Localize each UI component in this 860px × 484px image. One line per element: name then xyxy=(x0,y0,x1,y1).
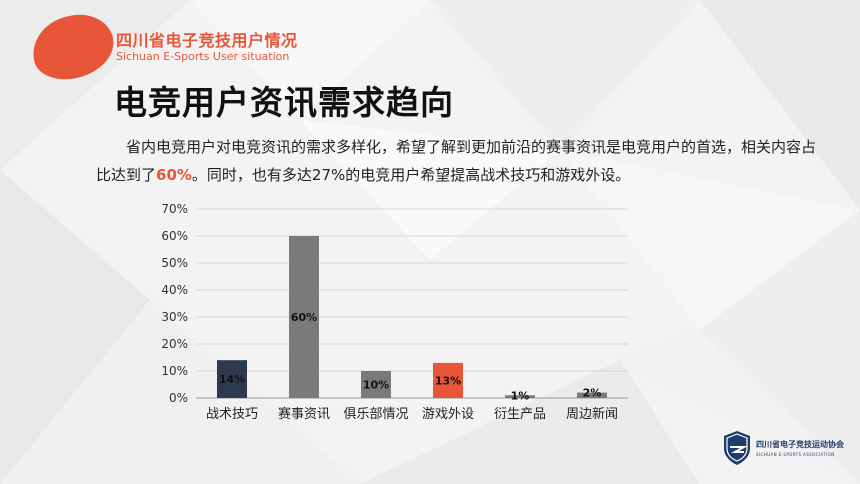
x-tick-label: 衍生产品 xyxy=(494,407,546,422)
bar xyxy=(505,395,535,398)
data-label: 13% xyxy=(435,374,461,387)
bar xyxy=(433,362,463,398)
data-label: 60% xyxy=(291,311,317,324)
x-tick-label: 战术技巧 xyxy=(206,407,258,422)
y-tick-label: 50% xyxy=(161,256,188,270)
data-label: 1% xyxy=(511,389,530,402)
x-tick-label: 游戏外设 xyxy=(422,407,474,422)
bar xyxy=(289,236,319,398)
bar xyxy=(577,392,607,398)
description-text-2: 。同时，也有多达27%的电竞用户希望提高战术技巧和游戏外设。 xyxy=(191,166,631,184)
description-paragraph: 省内电竞用户对电竞资讯的需求多样化，希望了解到更加前沿的赛事资讯是电竞用户的首选… xyxy=(96,133,816,189)
y-tick-label: 70% xyxy=(161,202,188,216)
y-tick-label: 30% xyxy=(161,310,188,324)
x-tick-label: 周边新闻 xyxy=(566,406,618,422)
data-label: 14% xyxy=(219,373,245,386)
description-highlight: 60% xyxy=(156,166,192,184)
x-tick-label: 俱乐部情况 xyxy=(343,407,408,422)
bar xyxy=(217,360,247,398)
association-logo: 四川省电子竞技运动协会 SICHUAN E-SPORTS ASSOCIATION xyxy=(722,430,844,466)
page-title: 电竞用户资讯需求趋向 xyxy=(114,83,454,122)
bar xyxy=(361,371,391,398)
y-tick-label: 20% xyxy=(161,337,188,351)
description-text-1: 省内电竞用户对电竞资讯的需求多样化，希望了解到更加前沿的赛事资讯是电竞用户的首选… xyxy=(96,138,817,184)
data-label: 2% xyxy=(583,387,602,400)
esports-association-shield-icon xyxy=(724,431,750,465)
association-name: 四川省电子竞技运动协会 xyxy=(756,440,844,449)
section-title: 四川省电子竞技用户情况 xyxy=(116,31,298,50)
data-label: 10% xyxy=(363,379,389,392)
y-tick-label: 0% xyxy=(169,391,188,405)
section-subtitle: Sichuan E-Sports User situation xyxy=(116,50,290,63)
x-tick-label: 赛事资讯 xyxy=(278,406,330,422)
association-name-english: SICHUAN E-SPORTS ASSOCIATION xyxy=(756,452,835,457)
y-tick-label: 40% xyxy=(161,283,188,297)
y-tick-label: 10% xyxy=(161,364,188,378)
y-tick-label: 60% xyxy=(161,229,188,243)
